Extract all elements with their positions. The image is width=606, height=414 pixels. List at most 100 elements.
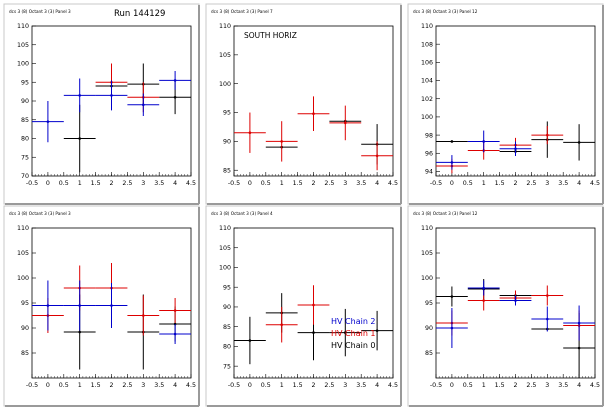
y-tick-label: 85	[223, 167, 231, 174]
x-tick-label: 2.5	[526, 382, 536, 389]
y-tick-label: 75	[223, 363, 231, 370]
y-tick-label: 96	[425, 150, 433, 157]
y-tick-label: 106	[421, 60, 433, 67]
series-hv-chain-1-point	[280, 323, 284, 327]
x-tick-label: 1	[78, 180, 82, 187]
y-tick-label: 85	[223, 324, 231, 331]
chart-panel-4: dcs 3 (8) Octant 3 (3) Panel 3-0.5 0 0.5 1 1…	[3, 205, 200, 407]
pad-frame	[407, 3, 604, 205]
chart-panel-5: dcs 3 (8) Octant 3 (3) Panel 4 -0.5 0 0.5 1 1…	[205, 205, 402, 407]
x-tick-label: 1.5	[293, 180, 303, 187]
series-hv-chain-1-point	[312, 112, 315, 115]
x-tick-label: 0	[248, 382, 252, 389]
y-tick-label: 85	[21, 117, 29, 124]
panel-title: dcs 3 (8) Octant 3 (3) Panel 3	[9, 211, 71, 216]
y-tick-label: 100	[219, 81, 231, 88]
series-hv-chain-2-point	[78, 304, 81, 307]
x-tick-label: 1.5	[495, 180, 505, 187]
y-tick-label: 90	[223, 304, 231, 311]
x-tick-label: 4	[375, 382, 379, 389]
legend-entry: HV Chain 1	[331, 329, 376, 338]
x-tick-label: 3.5	[558, 382, 568, 389]
series-hv-chain-2-point	[482, 286, 486, 290]
x-tick-label: 3.5	[356, 180, 366, 187]
y-tick-label: 100	[17, 61, 29, 68]
x-tick-label: 2	[311, 382, 315, 389]
x-tick-label: 0	[450, 382, 454, 389]
x-tick-label: -0.5	[228, 382, 240, 389]
plot-area	[32, 63, 191, 173]
y-tick-label: 110	[421, 225, 433, 232]
x-tick-label: 1	[280, 180, 284, 187]
panel-title: dcs 3 (8) Octant 3 (3) Panel 7	[211, 9, 273, 14]
y-tick-label: 105	[17, 42, 29, 49]
x-tick-label: 2	[109, 382, 113, 389]
series-hv-chain-1-point	[142, 314, 145, 317]
x-tick-label: 3.5	[154, 382, 164, 389]
series-hv-chain-0-point	[577, 141, 581, 144]
x-tick-label: 1.5	[495, 382, 505, 389]
x-tick-label: 3	[343, 180, 347, 187]
x-tick-label: 0	[46, 180, 50, 187]
x-tick-label: 2	[513, 180, 517, 187]
series-hv-chain-0-point	[312, 331, 315, 334]
x-tick-label: 2.5	[122, 180, 132, 187]
x-tick-label: 4.5	[388, 382, 398, 389]
y-tick-label: 100	[219, 265, 231, 272]
series-hv-chain-2-point	[482, 140, 486, 143]
series-hv-chain-0-point	[375, 329, 379, 332]
series-hv-chain-1-point	[546, 133, 549, 137]
y-tick-label: 80	[21, 136, 29, 143]
series-hv-chain-1-point	[312, 303, 315, 307]
y-tick-label: 100	[421, 114, 433, 121]
x-tick-label: -0.5	[228, 180, 240, 187]
x-tick-label: 1	[482, 382, 486, 389]
x-tick-label: 4.5	[186, 382, 196, 389]
panel-title: dcs 3 (8) Octant 3 (3) Panel 3	[9, 9, 71, 14]
pad-frame	[3, 3, 200, 205]
y-tick-label: 70	[21, 173, 29, 180]
x-tick-label: 3.5	[356, 382, 366, 389]
x-tick-label: 3	[545, 180, 549, 187]
pad-frame	[407, 205, 604, 407]
series-hv-chain-2-point	[110, 94, 113, 97]
x-tick-label: 2.5	[122, 382, 132, 389]
x-tick-label: 4	[577, 382, 581, 389]
chart-panel-1: dcs 3 (8) Octant 3 (3) Panel 3-0.5 0 0.5 1 1…	[3, 3, 200, 205]
y-tick-label: 95	[21, 300, 29, 307]
x-tick-label: 4.5	[186, 180, 196, 187]
y-tick-label: 80	[223, 344, 231, 351]
x-tick-label: 2	[109, 180, 113, 187]
series-hv-chain-0-point	[78, 137, 81, 140]
y-tick-label: 110	[219, 225, 231, 232]
series-hv-chain-2-point	[450, 161, 454, 164]
x-tick-label: 4	[173, 382, 177, 389]
y-tick-label: 94	[425, 169, 433, 176]
series-hv-chain-2-point	[46, 120, 50, 123]
series-hv-chain-2-point	[173, 79, 177, 82]
series-hv-chain-1-point	[280, 140, 284, 143]
x-tick-label: 1.5	[91, 382, 101, 389]
x-tick-label: 0	[450, 180, 454, 187]
y-tick-label: 75	[21, 154, 29, 161]
y-tick-label: 95	[223, 110, 231, 117]
x-tick-label: 0.5	[59, 382, 69, 389]
x-tick-label: 0.5	[261, 382, 271, 389]
series-hv-chain-2-point	[546, 317, 549, 321]
x-tick-label: 3	[343, 382, 347, 389]
x-tick-label: -0.5	[430, 382, 442, 389]
plot-area	[436, 279, 595, 378]
chart-panel-2: dcs 3 (8) Octant 3 (3) Panel 7-0.5 0 0.5 1 1…	[205, 3, 402, 205]
panel-title: dcs 3 (8) Octant 3 (3) Panel 12	[413, 211, 478, 216]
pad-frame	[205, 3, 402, 205]
x-tick-label: 3.5	[558, 180, 568, 187]
legend-entry: HV Chain 0	[331, 341, 376, 350]
panel-title: dcs 3 (8) Octant 3 (3) Panel 4	[211, 211, 273, 216]
series-hv-chain-2-point	[514, 299, 517, 302]
series-hv-chain-2-point	[46, 304, 50, 307]
y-tick-label: 100	[17, 275, 29, 282]
series-hv-chain-0-point	[78, 330, 81, 334]
series-hv-chain-1-point	[546, 294, 549, 297]
x-tick-label: -0.5	[26, 382, 38, 389]
